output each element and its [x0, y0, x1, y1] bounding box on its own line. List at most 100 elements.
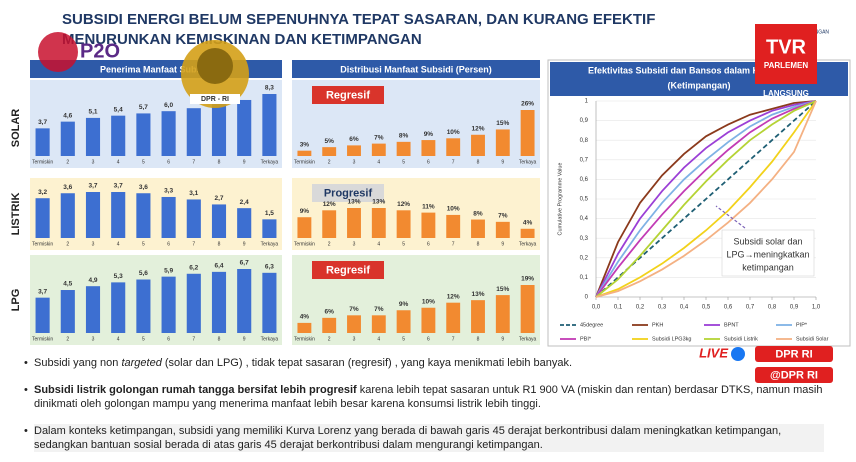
x-tick-label: 7: [192, 159, 195, 165]
bar: [520, 285, 535, 333]
value-label: 3,3: [164, 188, 173, 195]
value-label: 2,4: [240, 199, 249, 206]
value-label: 6,0: [164, 102, 173, 109]
x-tick-label: Termiskin: [32, 241, 53, 247]
annotation: Subsidi solar dan: [733, 236, 802, 246]
x-tick-label: 0,5: [702, 305, 711, 311]
x-tick-label: 6: [167, 159, 170, 165]
annotation: ketimpangan: [742, 262, 794, 272]
bar: [35, 128, 50, 156]
bar: [237, 269, 252, 333]
bar: [297, 150, 312, 156]
bar: [446, 214, 461, 238]
bar: [85, 192, 101, 238]
bar: [262, 94, 277, 156]
x-tick-label: 4: [117, 336, 120, 342]
bar: [111, 192, 126, 238]
x-tick-label: 6: [167, 241, 170, 247]
y-tick-label: 0,2: [580, 255, 589, 261]
x-tick-label: Termiskin: [32, 159, 53, 165]
y-tick-label: 0,9: [580, 118, 589, 124]
chart-title: Efektivitas Subsidi dan Bansos dalam Kur…: [588, 65, 811, 75]
value-label: 15%: [496, 120, 509, 127]
bar: [60, 193, 75, 238]
value-label: 3,1: [189, 190, 198, 197]
value-label: 11%: [422, 203, 435, 210]
value-label: 12%: [447, 293, 460, 300]
bar: [371, 208, 386, 238]
x-tick-label: 5: [402, 159, 405, 165]
value-label: 12%: [323, 201, 336, 208]
value-label: 15%: [496, 286, 509, 293]
x-tick-label: 4: [117, 241, 120, 247]
x-tick-label: 9: [243, 241, 246, 247]
bar: [471, 219, 485, 238]
emblem-inner: [197, 48, 233, 84]
y-tick-label: 0,8: [580, 138, 589, 144]
x-tick-label: 8: [477, 336, 480, 342]
x-tick-label: 2: [328, 159, 331, 165]
value-label: 13%: [372, 199, 385, 206]
bullet-text: Subsidi yang non: [34, 357, 122, 369]
bar: [495, 221, 510, 238]
annotation: Progresif: [324, 187, 373, 199]
x-tick-label: 8: [477, 159, 480, 165]
bar: [35, 297, 50, 333]
bar: [211, 271, 227, 333]
bullet-text: Subsidi listrik golongan rumah tangga be…: [34, 384, 357, 396]
value-label: 7%: [374, 134, 384, 141]
value-label: 26%: [521, 101, 534, 108]
bar: [520, 110, 535, 156]
bar: [262, 219, 277, 238]
bar: [85, 286, 101, 333]
bar: [495, 129, 510, 156]
x-tick-label: 3: [92, 241, 95, 247]
bar: [446, 138, 461, 156]
bar: [136, 279, 151, 333]
y-tick-label: 0,5: [580, 197, 589, 203]
y-axis-label: Cumulative Programme Value: [557, 163, 563, 236]
x-tick-label: 0,9: [790, 305, 799, 311]
x-tick-label: 1,0: [812, 305, 821, 311]
bar: [421, 307, 436, 333]
x-tick-label: Terkaya: [519, 241, 537, 247]
bar: [396, 141, 411, 156]
bar: [111, 282, 126, 333]
value-label: 7%: [374, 306, 384, 313]
bar: [161, 276, 176, 333]
series-line: [595, 100, 817, 298]
value-label: 6,4: [214, 263, 223, 270]
annotation: LPG→meningkatkan: [726, 249, 809, 259]
bar: [237, 99, 252, 156]
panel-title: Penerima Manfaat Subsidi: [100, 64, 212, 74]
bar: [471, 134, 485, 156]
bar: [396, 210, 411, 238]
x-tick-label: 9: [243, 336, 246, 342]
series-line: [595, 100, 817, 298]
value-label: 4%: [300, 314, 310, 321]
legend-label: Subsidi LPG3kg: [652, 336, 691, 342]
x-tick-label: 3: [353, 336, 356, 342]
value-label: 5,1: [88, 109, 97, 116]
value-label: 5%: [324, 138, 334, 145]
emblem-text: DPR - RI: [201, 96, 229, 103]
series-line: [595, 100, 817, 298]
panel-title: Distribusi Manfaat Subsidi (Persen): [340, 64, 492, 74]
x-tick-label: 5: [142, 159, 145, 165]
x-tick-label: 7: [452, 241, 455, 247]
bar: [211, 103, 227, 156]
y-tick-label: 0,7: [580, 157, 589, 163]
bullet-text: targeted: [121, 357, 162, 369]
x-tick-label: 2: [66, 336, 69, 342]
bullet: • Dalam konteks ketimpangan, subsidi yang…: [24, 424, 824, 452]
handle-box: [755, 367, 833, 383]
x-tick-label: Terkaya: [261, 159, 279, 165]
x-tick-label: Termiskin: [294, 159, 315, 165]
x-tick-label: 4: [377, 159, 380, 165]
bar: [111, 115, 126, 156]
row-label: LISTRIK: [10, 193, 22, 236]
bar: [297, 322, 312, 333]
value-label: 6,2: [189, 264, 198, 271]
value-label: 10%: [422, 298, 435, 305]
